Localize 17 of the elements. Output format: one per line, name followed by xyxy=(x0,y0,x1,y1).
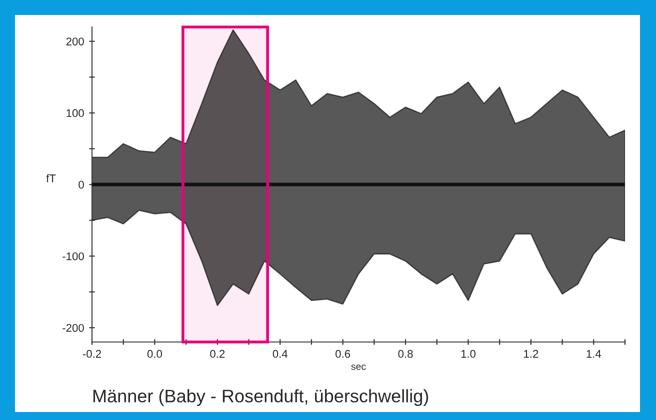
y-tick-label: -200 xyxy=(62,324,84,332)
y-tick-label: 100 xyxy=(66,109,84,118)
text: Männer (Baby - Rosenduft, überschwellig) xyxy=(93,389,428,406)
y-tick-label: -100 xyxy=(62,252,84,260)
y-tick-label: 0 xyxy=(78,180,84,189)
x-tick-label: 1.2 xyxy=(524,350,538,358)
x-tick-label: 0.8 xyxy=(398,350,413,358)
x-tick-label: 1.4 xyxy=(586,350,602,358)
x-tick-label: -0.2 xyxy=(82,350,102,358)
x-tick-label: 1.0 xyxy=(461,350,476,358)
x-tick-label: 0.4 xyxy=(272,350,288,358)
y-tick-label: 200 xyxy=(66,38,84,46)
x-tick-label: 0.0 xyxy=(147,350,162,358)
x-axis-title: sec xyxy=(351,364,366,370)
x-tick-label: 0.6 xyxy=(336,350,350,358)
y-axis-title: fT xyxy=(46,174,56,182)
x-tick-label: 0.2 xyxy=(210,350,225,358)
